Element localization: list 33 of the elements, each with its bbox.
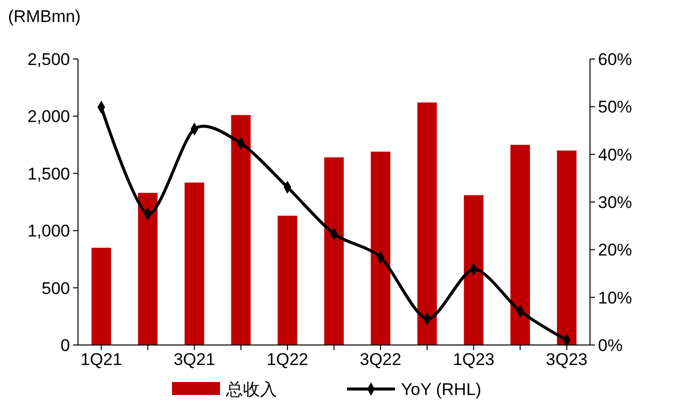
- y2-tick-label: 40%: [598, 145, 632, 164]
- bar: [138, 192, 158, 345]
- y2-tick-label: 10%: [598, 288, 632, 308]
- bar: [510, 144, 530, 345]
- x-tick-label: 3Q21: [174, 350, 216, 369]
- bar: [556, 150, 576, 345]
- y-tick-label: 1,500: [27, 164, 70, 184]
- bar: [184, 182, 204, 345]
- y-tick-label: 2,500: [27, 50, 70, 69]
- x-tick-label: 3Q23: [546, 350, 588, 369]
- y-tick-label: 500: [42, 278, 70, 298]
- y-tick-label: 1,000: [27, 222, 70, 241]
- legend-label: YoY (RHL): [401, 380, 482, 399]
- y2-tick-label: 30%: [598, 192, 632, 212]
- x-tick-label: 1Q23: [452, 350, 494, 369]
- y2-tick-label: 60%: [598, 50, 632, 69]
- bar: [417, 102, 437, 345]
- y-axis-title: (RMBmn): [8, 7, 81, 26]
- bar: [370, 152, 390, 345]
- y2-tick-label: 0%: [598, 336, 623, 355]
- bar: [464, 195, 484, 345]
- y-tick-label: 0: [60, 336, 70, 355]
- y2-tick-label: 20%: [598, 240, 632, 260]
- bar: [278, 216, 298, 345]
- x-tick-label: 1Q22: [266, 350, 308, 369]
- y2-tick-label: 50%: [598, 98, 632, 117]
- y-tick-label: 2,000: [27, 107, 70, 126]
- x-tick-label: 3Q22: [360, 350, 402, 369]
- bar: [324, 157, 344, 345]
- bar: [231, 115, 251, 345]
- legend-label: 总收入: [225, 380, 277, 399]
- x-tick-label: 1Q21: [80, 350, 122, 369]
- bar: [92, 248, 112, 345]
